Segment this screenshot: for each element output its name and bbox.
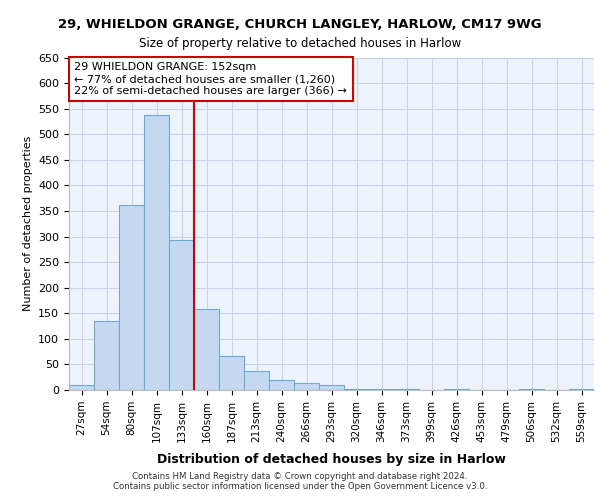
Bar bbox=[519, 389, 544, 390]
X-axis label: Distribution of detached houses by size in Harlow: Distribution of detached houses by size … bbox=[157, 453, 506, 466]
Bar bbox=[94, 321, 119, 390]
Bar bbox=[269, 380, 294, 390]
Y-axis label: Number of detached properties: Number of detached properties bbox=[23, 136, 32, 312]
Bar bbox=[569, 389, 594, 390]
Text: Contains public sector information licensed under the Open Government Licence v3: Contains public sector information licen… bbox=[113, 482, 487, 491]
Bar bbox=[194, 309, 219, 390]
Text: 29, WHIELDON GRANGE, CHURCH LANGLEY, HARLOW, CM17 9WG: 29, WHIELDON GRANGE, CHURCH LANGLEY, HAR… bbox=[58, 18, 542, 30]
Bar bbox=[244, 370, 269, 390]
Bar bbox=[169, 240, 194, 390]
Bar bbox=[344, 389, 369, 390]
Text: 29 WHIELDON GRANGE: 152sqm
← 77% of detached houses are smaller (1,260)
22% of s: 29 WHIELDON GRANGE: 152sqm ← 77% of deta… bbox=[74, 62, 347, 96]
Text: Size of property relative to detached houses in Harlow: Size of property relative to detached ho… bbox=[139, 38, 461, 51]
Bar bbox=[119, 205, 144, 390]
Bar bbox=[144, 116, 169, 390]
Bar bbox=[319, 386, 344, 390]
Text: Contains HM Land Registry data © Crown copyright and database right 2024.: Contains HM Land Registry data © Crown c… bbox=[132, 472, 468, 481]
Bar bbox=[69, 385, 94, 390]
Bar bbox=[219, 356, 244, 390]
Bar bbox=[294, 384, 319, 390]
